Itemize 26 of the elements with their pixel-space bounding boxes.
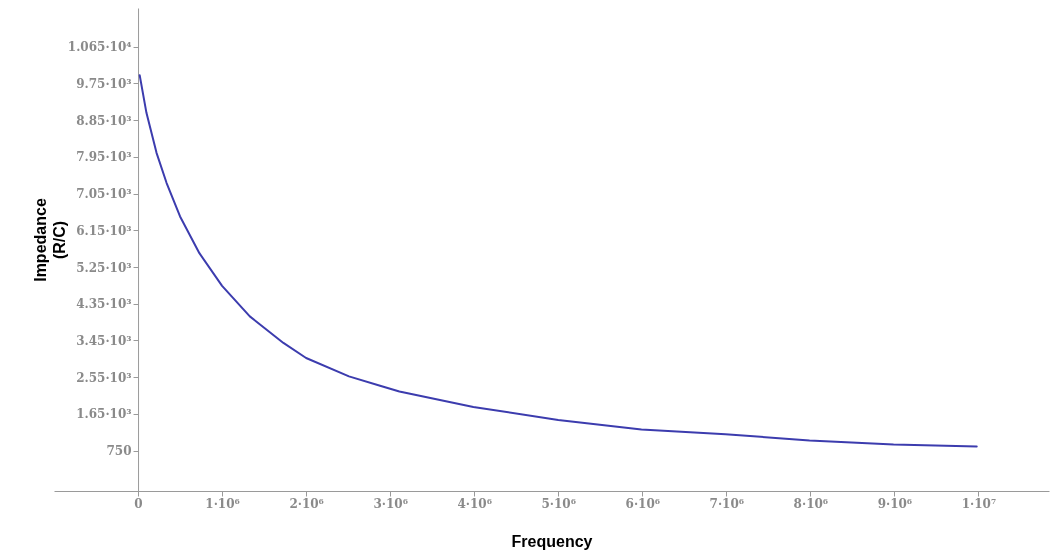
- x-tick-label: 9·10⁶: [877, 496, 913, 511]
- y-tick-label: 1.065·10⁴: [67, 40, 132, 55]
- y-tick-label: 7.05·10³: [76, 187, 132, 202]
- y-tick-label: 4.35·10³: [76, 297, 132, 312]
- x-tick-label: 7·10⁶: [709, 496, 745, 511]
- x-tick-label: 3·10⁶: [373, 496, 408, 511]
- line-series: [138, 74, 978, 448]
- y-tick-label: 9.75·10³: [76, 76, 132, 91]
- x-tick-label: 4·10⁶: [457, 496, 492, 511]
- x-tick-label: 1·10⁶: [205, 496, 240, 511]
- y-tick-label: 5.25·10³: [76, 260, 132, 275]
- x-tick-label: 2·10⁶: [289, 496, 324, 511]
- x-tick-label: 5·10⁶: [541, 496, 576, 511]
- x-axis-title: Frequency: [511, 532, 593, 550]
- y-tick-label: 3.45·10³: [76, 333, 132, 348]
- x-tick-label: 6·10⁶: [625, 496, 660, 511]
- y-tick-label: 2.55·10³: [76, 370, 132, 385]
- x-tick-label: 0: [134, 496, 143, 511]
- y-tick-label: 7.95·10³: [76, 150, 132, 165]
- y-axis-title: Impedance (R/C): [31, 198, 68, 282]
- y-tick-label: 8.85·10³: [76, 113, 132, 128]
- y-tick-label: 750: [106, 444, 132, 459]
- x-tick-label: 8·10⁶: [793, 496, 829, 511]
- x-tick-label: 1·10⁷: [961, 496, 997, 511]
- y-tick-label: 1.65·10³: [76, 407, 132, 422]
- y-tick-label: 6.15·10³: [76, 223, 132, 238]
